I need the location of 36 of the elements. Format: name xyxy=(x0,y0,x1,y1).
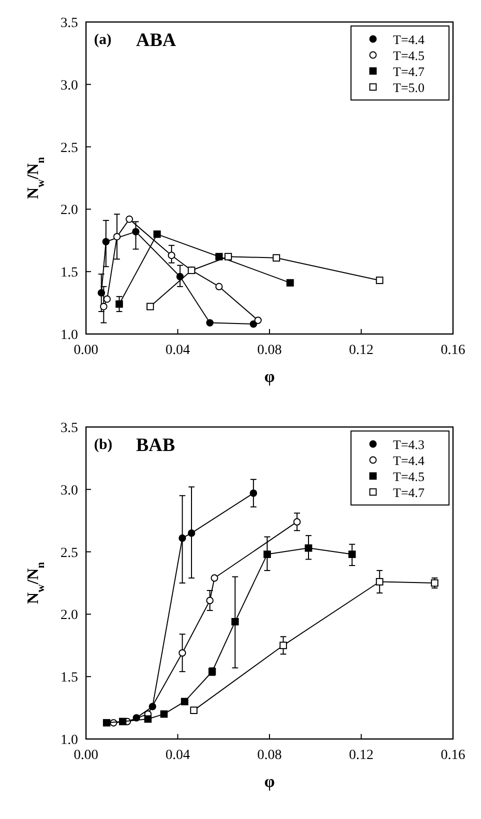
y-tick-label: 1.5 xyxy=(60,266,78,281)
y-tick-label: 2.0 xyxy=(60,203,78,218)
x-tick-label: 0.04 xyxy=(166,748,190,763)
y-tick-label: 2.5 xyxy=(60,140,78,156)
legend-label: T=4.5 xyxy=(393,469,425,484)
chart-title: ABA xyxy=(136,30,176,51)
legend-label: T=4.7 xyxy=(393,64,426,79)
y-tick-label: 3.0 xyxy=(60,78,78,94)
x-tick-label: 0.00 xyxy=(74,343,98,358)
x-tick-label: 0.00 xyxy=(74,748,98,763)
y-tick-label: 3.5 xyxy=(60,16,78,31)
legend-label: T=4.4 xyxy=(393,32,426,47)
x-tick-label: 0.16 xyxy=(440,343,466,358)
legend-label: T=4.7 xyxy=(393,485,426,500)
y-tick-label: 2.0 xyxy=(60,608,78,624)
x-tick-label: 0.12 xyxy=(349,343,374,358)
x-tick-label: 0.16 xyxy=(440,748,466,763)
x-tick-label: 0.08 xyxy=(257,343,282,358)
legend-label: T=4.3 xyxy=(393,437,425,452)
annotation: (a) xyxy=(94,32,112,48)
legend-label: T=4.4 xyxy=(393,453,426,468)
x-tick-label: 0.08 xyxy=(257,748,282,763)
y-tick-label: 3.0 xyxy=(60,483,78,498)
y-tick-label: 1.0 xyxy=(60,733,78,748)
y-tick-label: 3.5 xyxy=(60,421,78,436)
legend-label: T=4.5 xyxy=(393,48,425,63)
legend-label: T=5.0 xyxy=(393,80,425,95)
x-tick-label: 0.04 xyxy=(166,343,190,358)
x-axis-title: φ xyxy=(264,367,276,386)
x-axis-title: φ xyxy=(264,772,276,791)
y-tick-label: 1.5 xyxy=(60,670,78,686)
chart-title: BAB xyxy=(136,435,176,456)
x-tick-label: 0.12 xyxy=(349,748,374,763)
y-tick-label: 1.0 xyxy=(60,328,78,343)
annotation: (b) xyxy=(94,437,112,453)
y-tick-label: 2.5 xyxy=(60,546,78,561)
